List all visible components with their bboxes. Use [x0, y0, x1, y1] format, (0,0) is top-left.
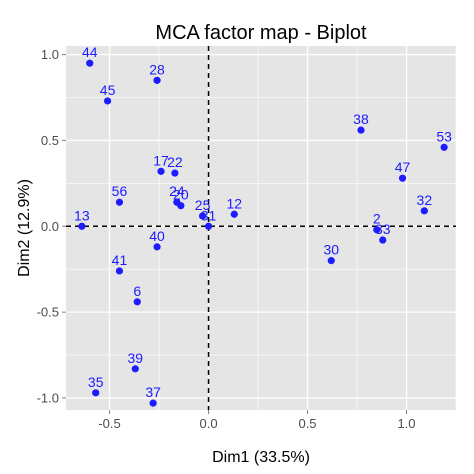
y-tick-label: 0.5 [41, 133, 59, 148]
data-point [398, 174, 407, 182]
point-label: 31 [201, 207, 217, 223]
y-axis-title: Dim2 (12.9%) [16, 179, 33, 277]
data-point [171, 169, 179, 177]
point-label: 56 [112, 183, 128, 199]
point-label: 28 [149, 61, 165, 77]
point-label: 44 [82, 44, 98, 60]
data-point [149, 399, 157, 407]
x-tick-label: 1.0 [397, 416, 415, 431]
y-tick-label: -1.0 [37, 390, 59, 405]
data-point [133, 298, 141, 306]
point-label: 38 [353, 111, 369, 127]
data-point [131, 365, 139, 373]
data-point [86, 59, 94, 67]
y-tick-label: 0.0 [41, 219, 59, 234]
data-point [373, 226, 381, 234]
point-label: 17 [153, 152, 169, 168]
y-tick-label: -0.5 [37, 305, 59, 320]
point-label: 13 [74, 207, 90, 223]
data-point [327, 257, 335, 265]
data-point [115, 267, 124, 275]
data-point [204, 222, 213, 230]
x-tick-label: -0.5 [98, 416, 120, 431]
point-label: 53 [436, 128, 452, 144]
x-axis: -0.5 0.0 0.5 1.0 [98, 410, 416, 431]
point-label: 33 [375, 221, 391, 237]
point-label: 47 [395, 159, 411, 175]
data-point [78, 222, 86, 230]
data-point [153, 76, 161, 84]
point-label: 24 [169, 183, 185, 199]
point-label: 45 [100, 82, 116, 98]
data-point [420, 207, 428, 215]
data-point [103, 97, 112, 105]
data-point [440, 143, 448, 151]
plot-panel [66, 46, 456, 410]
point-label: 37 [145, 384, 161, 400]
point-label: 41 [112, 252, 128, 268]
data-point [153, 243, 161, 251]
y-tick-label: 1.0 [41, 47, 59, 62]
point-label: 35 [88, 374, 104, 390]
minor-gridlines [66, 46, 457, 410]
point-label: 22 [167, 154, 183, 170]
y-axis: -1.0 -0.5 0.0 0.5 1.0 [37, 47, 66, 405]
point-label: 20 [173, 187, 189, 203]
point-label: 32 [417, 192, 433, 208]
point-label: 6 [133, 283, 141, 299]
point-label: 30 [323, 242, 339, 258]
data-point [357, 126, 365, 134]
point-label: 39 [128, 350, 144, 366]
data-point [177, 202, 185, 210]
x-tick-label: 0.0 [199, 416, 217, 431]
point-label: 25 [195, 197, 211, 213]
x-tick-label: 0.5 [298, 416, 316, 431]
data-point [115, 198, 124, 206]
data-point [92, 389, 100, 397]
data-point [157, 167, 165, 175]
chart-title: MCA factor map - Biplot [155, 22, 367, 44]
data-point [198, 212, 207, 220]
point-label: 12 [226, 195, 242, 211]
data-point [230, 210, 238, 218]
x-axis-title: Dim1 (33.5%) [212, 449, 310, 466]
data-point [379, 236, 387, 244]
point-label: 40 [149, 228, 165, 244]
point-label: 2 [373, 211, 381, 227]
